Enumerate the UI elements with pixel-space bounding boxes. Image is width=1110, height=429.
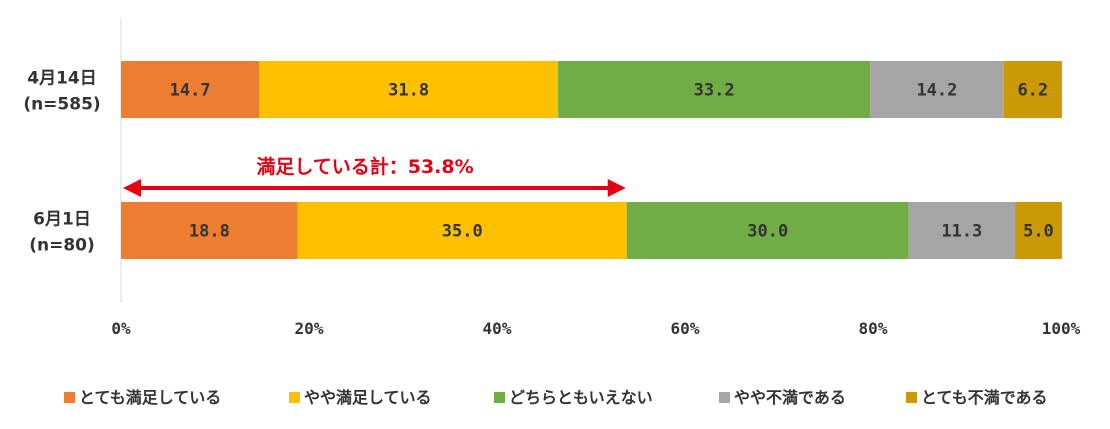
category-n-label-1: (n=80) [29,236,95,256]
bar-segment-1-4 [1014,202,1062,259]
data-label-1-3: 11.3 [941,222,982,242]
data-label-0-0: 14.7 [170,81,211,101]
legend-swatch-3 [719,392,730,403]
bar-segment-1-0 [121,202,298,259]
data-label-1-1: 35.0 [442,222,483,242]
legend-label-1: やや満足している [304,388,432,407]
category-labels: 4月14日 (n=585) 6月1日 (n=80) [23,69,100,256]
annotation-arrow-head-left [123,179,141,197]
tick-label-5: 100% [1042,319,1081,338]
data-label-1-0: 18.8 [189,222,230,242]
bar-segment-1-2 [626,202,909,259]
annotation-text: 満足している計：53.8% [256,155,473,178]
legend-label-4: とても不満である [921,388,1048,407]
tick-label-4: 80% [859,319,888,338]
legend-swatch-2 [494,392,505,403]
legend-label-2: どちらともいえない [509,388,653,407]
bar-segment-1-3 [908,202,1015,259]
tick-label-3: 60% [671,319,700,338]
data-label-1-2: 30.0 [747,222,788,242]
annotation-group: 満足している計：53.8% [123,155,626,197]
bar-segment-1-1 [297,202,627,259]
data-label-0-3: 14.2 [916,81,957,101]
category-n-label-0: (n=585) [23,95,100,115]
data-label-0-2: 33.2 [694,81,735,101]
annotation-arrow-head-right [607,179,626,197]
bars-group: 14.7 31.8 33.2 14.2 6.2 18.8 35.0 30.0 11.3 5.0 [121,61,1062,259]
x-axis-ticks: 0% 20% 40% 60% 80% 100% [111,319,1080,338]
category-label-0: 4月14日 [27,69,97,89]
data-label-0-4: 6.2 [1017,81,1048,101]
bar-segment-0-3 [870,61,1004,118]
legend-label-3: やや不満である [734,388,846,407]
tick-label-0: 0% [111,319,131,338]
bar-segment-0-0 [121,61,260,118]
legend-swatch-0 [64,392,75,403]
bar-segment-0-1 [259,61,559,118]
bar-segment-0-4 [1003,61,1062,118]
data-label-0-1: 31.8 [388,81,429,101]
legend: とても満足している やや満足している どちらともいえない やや不満である とても不満であ… [64,388,1048,407]
legend-label-0: とても満足している [79,388,221,407]
bar-segment-0-2 [558,61,871,118]
category-label-1: 6月1日 [33,210,91,230]
legend-swatch-1 [289,392,300,403]
legend-swatch-4 [906,392,917,403]
tick-label-1: 20% [295,319,324,338]
data-label-1-4: 5.0 [1023,222,1054,242]
tick-label-2: 40% [483,319,512,338]
